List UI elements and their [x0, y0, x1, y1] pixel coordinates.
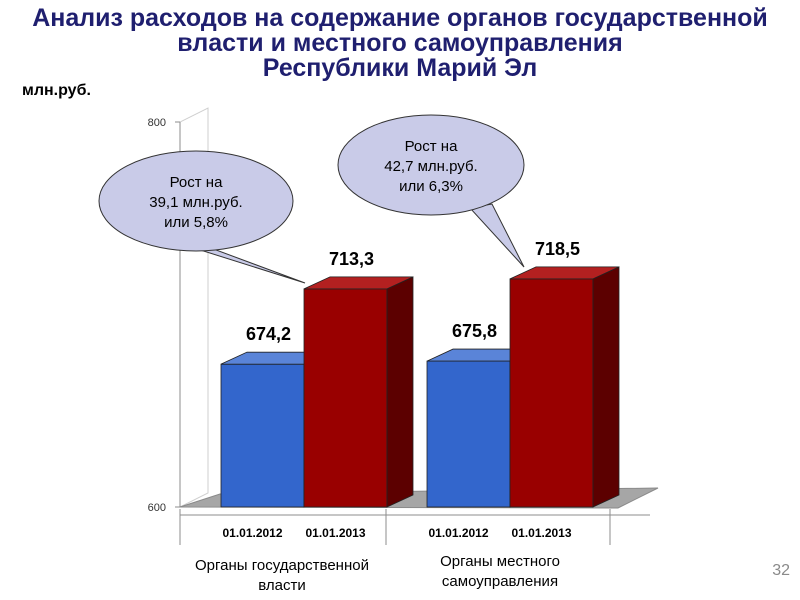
unit-label: млн.руб. [22, 82, 91, 99]
growth-callout: Рост на 42,7 млн.руб. или 6,3% [337, 114, 525, 268]
x-category-label: 01.01.2013 [305, 526, 365, 540]
bar [509, 266, 620, 508]
data-label: 713,3 [329, 249, 374, 269]
bar-side [592, 266, 620, 508]
title-line-1: Анализ расходов на содержание органов го… [32, 4, 768, 32]
callout-text: Рост на 42,7 млн.руб. или 6,3% [384, 138, 477, 195]
data-label: 718,5 [535, 239, 580, 259]
group-label: Органы местного самоуправления [440, 553, 560, 590]
callout-text: Рост на 39,1 млн.руб. или 5,8% [149, 174, 242, 231]
y-tick-label: 600 [148, 502, 166, 514]
bar-top [303, 276, 414, 290]
bar [303, 276, 414, 508]
bar-side [386, 276, 414, 508]
slide-number: 32 [772, 562, 790, 579]
bar-front [303, 288, 388, 508]
bar-front [220, 363, 305, 508]
x-category-label: 01.01.2012 [222, 526, 282, 540]
growth-callout: Рост на 39,1 млн.руб. или 5,8% [98, 150, 306, 284]
callout-fill [100, 152, 292, 250]
bar-front [426, 360, 511, 508]
title-line-3: Республики Марий Эл [262, 54, 538, 82]
data-label: 674,2 [246, 324, 291, 344]
y-tick-label: 800 [148, 117, 166, 129]
callout-tail [469, 203, 525, 268]
group-label: Органы государственной власти [195, 557, 369, 594]
title-line-2: власти и местного самоуправления [177, 29, 623, 57]
bar-front [509, 278, 594, 508]
callout-fill [339, 116, 523, 214]
x-category-label: 01.01.2012 [428, 526, 488, 540]
x-category-label: 01.01.2013 [511, 526, 571, 540]
bar-top [509, 266, 620, 280]
data-label: 675,8 [452, 321, 497, 341]
